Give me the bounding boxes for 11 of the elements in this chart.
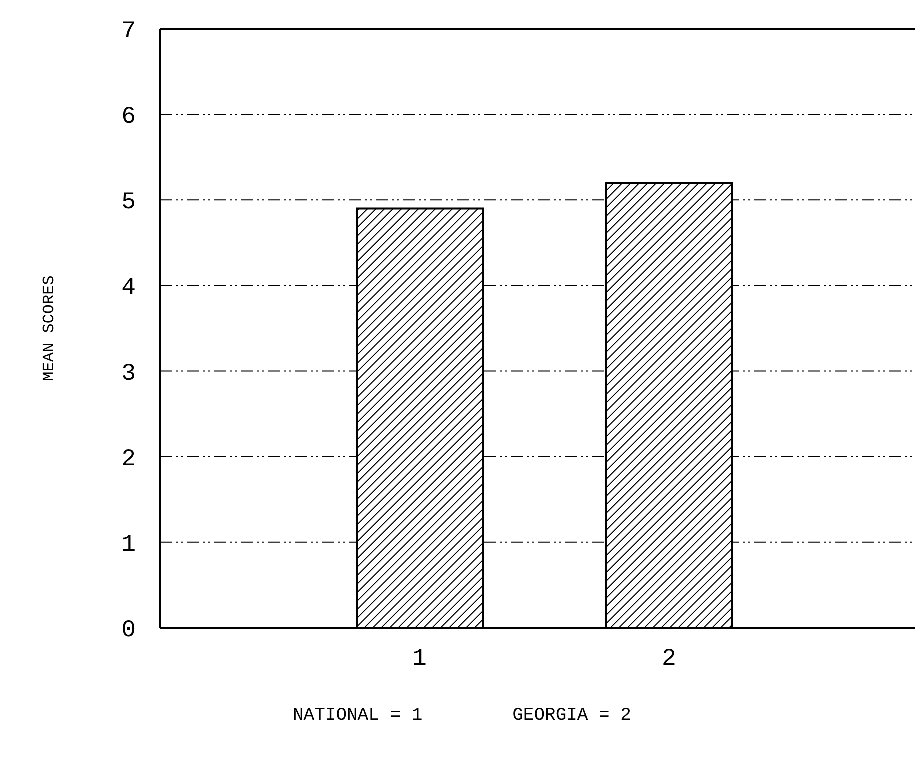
- y-tick-label: 3: [122, 360, 136, 388]
- y-tick-label: 0: [122, 618, 136, 645]
- y-tick-label: 5: [122, 190, 136, 217]
- text: NATIONAL = 1: [293, 706, 423, 726]
- text: GEORGIA = 2: [512, 706, 632, 726]
- y-tick-label: 2: [122, 446, 136, 474]
- y-tick-label: 6: [122, 104, 136, 132]
- y-axis-title: MEAN SCORES: [40, 276, 59, 382]
- y-tick-label: 7: [122, 18, 136, 46]
- y-tick-label: 4: [122, 275, 136, 302]
- y-tick-label: 1: [122, 532, 136, 559]
